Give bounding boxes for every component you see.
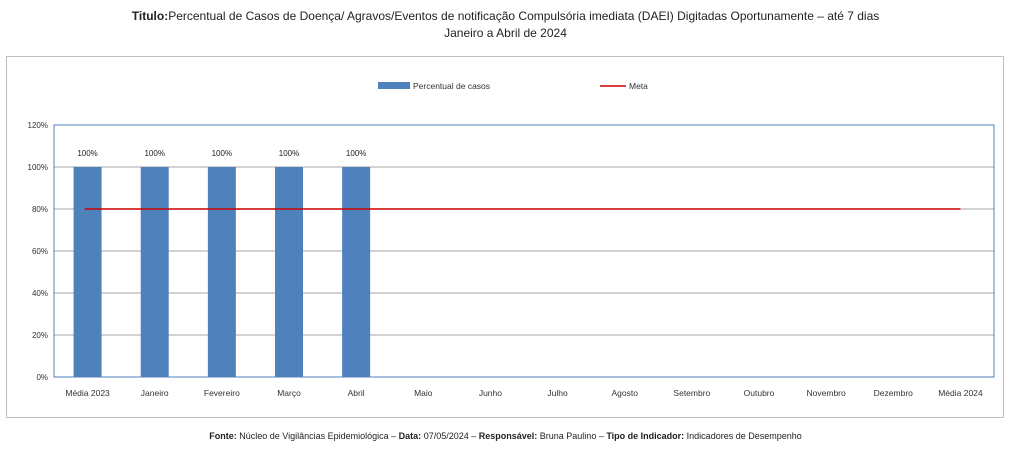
y-tick-label: 80%	[32, 205, 48, 214]
chart-frame	[6, 56, 1004, 418]
footer-fonte-value: Núcleo de Vigilâncias Epidemiológica –	[236, 431, 399, 441]
x-tick-label: Maio	[414, 388, 433, 398]
bar	[342, 167, 371, 377]
legend-swatch-bar	[378, 82, 410, 89]
bar	[275, 167, 303, 377]
data-label: 100%	[144, 149, 164, 158]
data-label: 100%	[212, 149, 232, 158]
y-tick-label: 20%	[32, 331, 48, 340]
x-tick-label: Fevereiro	[204, 388, 240, 398]
footer-tipo-value: Indicadores de Desempenho	[684, 431, 802, 441]
legend: Percentual de casos Meta	[378, 81, 648, 91]
plot-area	[53, 124, 995, 378]
data-labels: 100% 100% 100% 100% 100%	[77, 149, 366, 158]
x-tick-label: Janeiro	[141, 388, 169, 398]
x-tick-label: Média 2023	[65, 388, 110, 398]
footer-fonte-label: Fonte:	[209, 431, 237, 441]
x-tick-label: Agosto	[611, 388, 638, 398]
y-axis: 0% 20% 40% 60% 80% 100% 120%	[28, 121, 48, 382]
data-label: 100%	[77, 149, 97, 158]
footer-responsavel-value: Bruna Paulino –	[537, 431, 607, 441]
bar-series	[73, 167, 371, 377]
title-label: Titulo:	[131, 9, 169, 23]
x-tick-label: Média 2024	[938, 388, 983, 398]
footer-data-value: 07/05/2024 –	[421, 431, 479, 441]
data-label: 100%	[346, 149, 366, 158]
x-tick-label: Outubro	[744, 388, 775, 398]
x-tick-label: Dezembro	[874, 388, 913, 398]
x-tick-label: Setembro	[673, 388, 710, 398]
footer-tipo-label: Tipo de Indicador:	[606, 431, 685, 441]
footer-data-label: Data:	[398, 431, 422, 441]
y-tick-label: 40%	[32, 289, 48, 298]
title-text: Percentual de Casos de Doença/ Agravos/E…	[168, 9, 880, 23]
y-tick-label: 120%	[28, 121, 48, 130]
footer-responsavel-label: Responsável:	[478, 431, 538, 441]
y-tick-label: 60%	[32, 247, 48, 256]
legend-label-bar: Percentual de casos	[413, 81, 490, 91]
title-period: Janeiro a Abril de 2024	[444, 26, 567, 40]
y-tick-label: 100%	[28, 163, 48, 172]
bar	[73, 167, 102, 377]
grid	[54, 166, 994, 336]
x-tick-label: Abril	[348, 388, 365, 398]
x-axis: Média 2023 Janeiro Fevereiro Março Abril Maio…	[65, 388, 983, 398]
legend-label-meta: Meta	[629, 81, 648, 91]
x-tick-label: Junho	[479, 388, 502, 398]
data-label: 100%	[279, 149, 299, 158]
y-tick-label: 0%	[36, 373, 48, 382]
x-tick-label: Novembro	[807, 388, 846, 398]
x-tick-label: Julho	[547, 388, 568, 398]
footer: Fonte: Núcleo de Vigilâncias Epidemiológ…	[0, 431, 1011, 441]
bar	[207, 167, 236, 377]
x-tick-label: Março	[277, 388, 301, 398]
chart-title: Titulo:Percentual de Casos de Doença/ Ag…	[0, 8, 1011, 42]
bar	[140, 167, 169, 377]
